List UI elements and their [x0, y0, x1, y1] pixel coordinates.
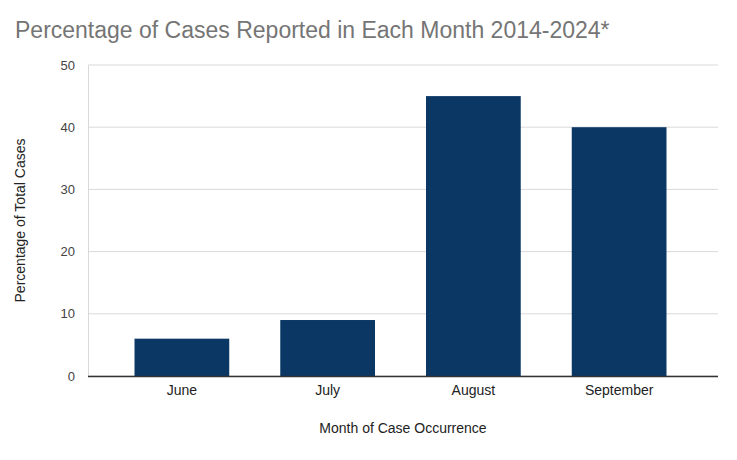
x-axis-line	[88, 376, 718, 378]
x-tick: September	[585, 382, 654, 398]
bars	[135, 96, 667, 376]
title: Percentage of Cases Reported in Each Mon…	[15, 17, 610, 43]
bar	[426, 96, 521, 376]
x-axis-title: Month of Case Occurrence	[319, 420, 487, 436]
chart: 0 10 20 30 40 50 June July August September Percen…	[0, 0, 737, 460]
grid-line	[88, 65, 718, 66]
x-axis: June July August September	[88, 377, 718, 398]
x-tick-label: August	[452, 382, 496, 398]
x-tick: July	[315, 382, 340, 398]
y-axis: 0 10 20 30 40 50	[61, 58, 89, 384]
y-axis-line	[88, 66, 89, 377]
y-tick-label: 50	[61, 58, 75, 73]
y-tick: 50	[61, 58, 88, 73]
y-axis-title: Percentage of Total Cases	[12, 139, 28, 303]
bar	[280, 320, 375, 376]
bar	[135, 339, 230, 376]
y-tick: 40	[61, 120, 88, 135]
x-tick-label: June	[167, 382, 198, 398]
x-tick-label: September	[585, 382, 654, 398]
y-tick: 30	[61, 182, 88, 197]
y-tick: 20	[61, 244, 88, 259]
x-tick-label: July	[315, 382, 340, 398]
x-tick: August	[452, 382, 496, 398]
y-tick-label: 0	[68, 369, 75, 384]
x-tick: June	[167, 382, 198, 398]
y-tick: 0	[68, 369, 88, 384]
y-tick-label: 30	[61, 182, 75, 197]
y-tick-label: 10	[61, 306, 75, 321]
y-tick: 10	[61, 306, 88, 321]
grid	[88, 65, 718, 376]
y-tick-label: 40	[61, 120, 75, 135]
bar	[572, 127, 667, 376]
y-tick-label: 20	[61, 244, 75, 259]
